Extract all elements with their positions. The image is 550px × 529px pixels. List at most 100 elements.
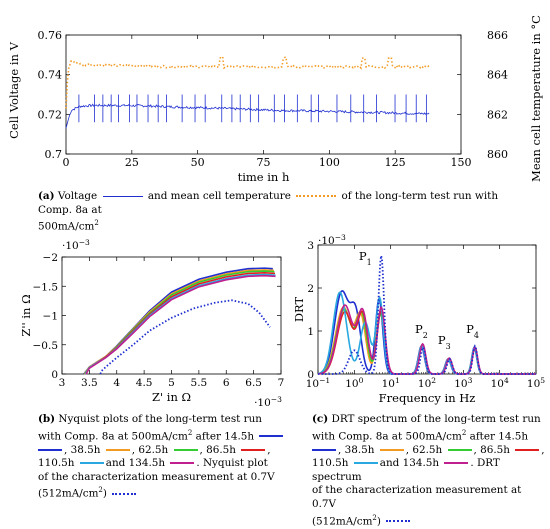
- chart-c-y-multiplier: ·10−3: [318, 233, 346, 248]
- caption-b-line5: of the characterization measurement at 0…: [38, 470, 275, 483]
- caption-b-swatch-134h: [79, 462, 104, 465]
- caption-c-swatch-char: [386, 520, 411, 523]
- caption-c-label: (c): [312, 413, 329, 425]
- chart-a-ytick-label: 0.7: [45, 148, 63, 161]
- caption-b-swatch-char: [112, 492, 137, 495]
- chart-c-xlabel: Frequency in Hz: [379, 391, 476, 405]
- caption-b-line1: Nyquist plots of the long-term test run: [58, 413, 262, 425]
- caption-b-line6: (512mA/cm: [38, 487, 99, 500]
- chart-b-ytick-label: −1: [43, 311, 58, 323]
- caption-a-text3: of the long-term test run with Comp. 8a …: [38, 190, 499, 216]
- caption-c-line2: with Comp. 8a at 500mA/cm: [312, 430, 462, 443]
- caption-c-line5: of the characterization measurement at 0…: [312, 484, 522, 511]
- chart-b-ytick-label: −2: [43, 252, 58, 264]
- caption-b-swatch-134h-magenta: [170, 462, 195, 465]
- chart-c-peak-label-4: P4: [466, 322, 479, 340]
- caption-b-swatch-38h: [38, 448, 62, 451]
- chart-b-series-1: [83, 269, 274, 375]
- caption-c-t110: ,: [541, 443, 545, 456]
- chart-c-ylabel: DRT: [292, 297, 306, 323]
- chart-c-xtick-label: 101: [382, 376, 400, 391]
- chart-a-y2tick-label: 862: [487, 108, 508, 121]
- chart-c-peak-label-3: P3: [438, 333, 451, 351]
- chart-b-xtick-label: 5: [168, 377, 175, 389]
- caption-c-line2-end: after 14.5h: [466, 430, 529, 443]
- chart-b-y-multiplier: ·10−3: [62, 238, 90, 253]
- caption-a-temperature-swatch: [296, 195, 337, 197]
- chart-b-series-0: [83, 267, 273, 375]
- chart-a-xlabel: time in h: [238, 170, 290, 184]
- chart-a-ytick-label: 0.74: [38, 69, 63, 82]
- chart-b-xtick-label: 3.5: [81, 377, 98, 389]
- chart-b-xlabel: Z' in Ω: [152, 390, 191, 404]
- figure: 0 25 50 75 100 125 150 0.7 0.72 0.74 0.76 860 862 864…: [7, 15, 545, 527]
- chart-a-y2tick-label: 864: [487, 69, 508, 82]
- caption-c-line4c: . DRT spectrum: [312, 457, 500, 483]
- caption-b-line4a: 110.5h: [38, 457, 75, 470]
- caption-c-line6-end: ): [376, 515, 381, 528]
- chart-a-y2tick-label: 860: [487, 148, 508, 161]
- chart-b-xtick-label: 7: [278, 377, 285, 389]
- caption-b-line2: with Comp. 8a at 500mA/cm: [38, 430, 188, 443]
- chart-c-series-6: [318, 255, 536, 375]
- caption-c-swatch-134h-magenta: [444, 462, 469, 465]
- caption-b-swatch-110h: [241, 448, 266, 451]
- caption-b-swatch-14h: [259, 435, 284, 438]
- caption-a-text2: and mean cell temperature: [147, 190, 291, 202]
- caption-b-line4c: . Nyquist plot: [196, 457, 268, 470]
- chart-b-xtick-label: 3: [59, 377, 66, 389]
- caption-b-line6-sup: 2: [98, 486, 103, 495]
- chart-a-frame: [65, 34, 462, 155]
- chart-c-peak-label-2: P2: [415, 322, 428, 340]
- chart-a-xtick-label: 0: [63, 156, 70, 169]
- chart-a: 0 25 50 75 100 125 1500.70.720.740.76860862864…: [7, 15, 545, 410]
- caption-a: (a) Voltage and mean cell temperature of…: [38, 190, 518, 234]
- chart-a-ytick-label: 0.76: [38, 29, 63, 42]
- caption-a-voltage-swatch: [102, 195, 143, 197]
- chart-b-ytick-label: −1.5: [33, 281, 59, 293]
- caption-a-label: (a): [38, 190, 55, 202]
- caption-c-line2-sup: 2: [461, 428, 467, 437]
- chart-c-series-5: [317, 304, 536, 375]
- chart-c-xtick-label: 104: [491, 376, 509, 391]
- chart-c-ytick-label: 1: [307, 326, 314, 338]
- chart-a-xtick-label: 25: [125, 156, 139, 169]
- chart-b-xtick-label: 6.5: [245, 377, 262, 389]
- chart-c-xtick-label: 105: [527, 376, 545, 391]
- chart-a-temperature-line: [65, 55, 430, 109]
- caption-c-swatch-38h: [312, 448, 336, 451]
- chart-c-xtick-label: 103: [454, 376, 472, 391]
- caption-c-line4a: 110.5h: [312, 457, 349, 470]
- caption-c-line1: DRT spectrum of the long-term test run: [331, 413, 541, 425]
- chart-a-xtick-label: 50: [191, 156, 205, 169]
- chart-a-voltage-line: [65, 94, 430, 129]
- caption-c-line4b: and 134.5h: [379, 457, 440, 470]
- chart-b-series-5: [85, 274, 276, 375]
- caption-c-line6: (512mA/cm: [312, 515, 373, 528]
- chart-b-xtick-label: 6: [223, 377, 230, 389]
- caption-c-swatch-86h: [447, 448, 472, 451]
- chart-a-y2label: Mean cell temperature in °C: [529, 15, 543, 182]
- caption-b-line2-sup: 2: [187, 428, 193, 437]
- chart-b-xtick-label: 4: [113, 377, 120, 389]
- chart-c-peak-label-1: P1: [359, 249, 372, 267]
- chart-c-xtick-label: 100: [345, 376, 363, 391]
- chart-a-y2tick-label: 866: [487, 29, 508, 42]
- chart-a-xtick-label: 75: [257, 156, 271, 169]
- chart-b-series-6: [99, 299, 271, 375]
- caption-a-text1: Voltage: [57, 190, 98, 202]
- chart-b-ytick-label: 0: [51, 369, 58, 381]
- caption-c: (c) DRT spectrum of the long-term test r…: [312, 413, 548, 529]
- caption-b-line2-end: after 14.5h: [192, 430, 255, 443]
- caption-c-t38: , 38.5h: [338, 443, 375, 456]
- chart-b-x-multiplier: ·10−3: [254, 395, 282, 410]
- caption-b-label: (b): [38, 413, 56, 425]
- caption-c-swatch-110h: [515, 448, 540, 451]
- chart-a-xtick-label: 125: [385, 156, 406, 169]
- chart-c-ytick-label: 3: [307, 240, 314, 252]
- caption-a-text4-sup: 2: [94, 219, 99, 228]
- caption-c-swatch-62h: [379, 448, 404, 451]
- caption-c-swatch-134h: [353, 462, 378, 465]
- chart-c-ytick-label: 0: [307, 369, 314, 381]
- caption-b-t110: ,: [267, 443, 271, 456]
